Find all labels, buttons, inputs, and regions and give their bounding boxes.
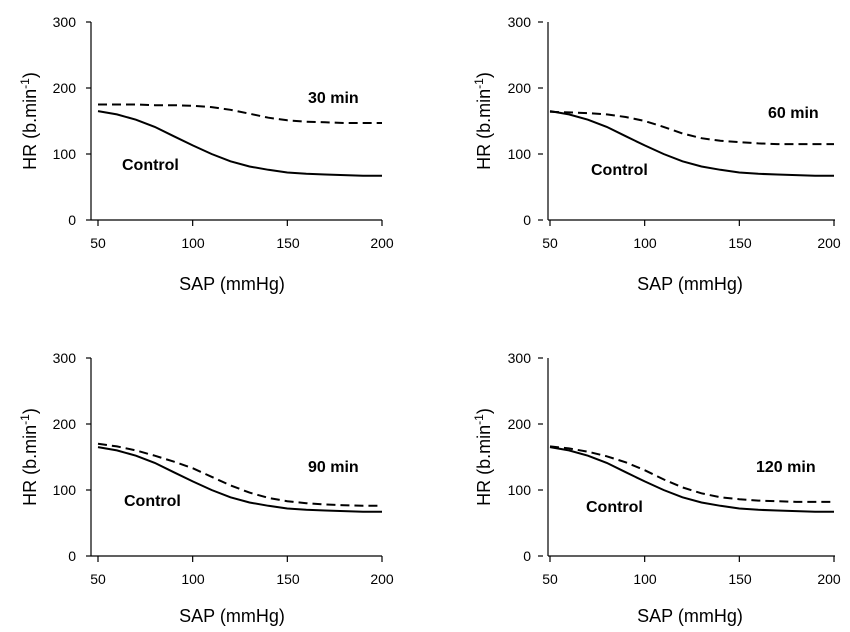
y-axis-label-base: HR (b.min xyxy=(20,89,40,170)
y-tick-label: 0 xyxy=(68,212,76,228)
y-axis-label: HR (b.min-1) xyxy=(18,72,40,170)
x-tick-label: 150 xyxy=(728,235,752,251)
y-axis-label-base: HR (b.min xyxy=(474,89,494,170)
control-label: Control xyxy=(591,162,648,179)
y-axis-label-sup: -1 xyxy=(472,414,486,425)
y-axis-label: HR (b.min-1) xyxy=(472,408,494,506)
series-line-control xyxy=(97,446,382,513)
x-tick-label: 200 xyxy=(817,571,841,587)
y-axis-label-base: HR (b.min xyxy=(474,425,494,506)
x-tick-label: 50 xyxy=(542,571,558,587)
series-line-dashed xyxy=(549,445,834,503)
panel-120-min: 0 100 200 300 50 100 150 200 SAP (mmHg) … xyxy=(472,350,841,626)
period-label: 30 min xyxy=(308,90,359,107)
series-line-dashed xyxy=(97,442,382,507)
x-tick-label: 50 xyxy=(90,571,106,587)
y-tick-label: 100 xyxy=(508,146,532,162)
y-axis-label-close: ) xyxy=(474,72,494,78)
x-axis-label: SAP (mmHg) xyxy=(637,606,743,626)
y-axis-label-sup: -1 xyxy=(472,78,486,89)
y-axis-label: HR (b.min-1) xyxy=(472,72,494,170)
x-tick-label: 50 xyxy=(90,235,106,251)
panel-90-min: 0 100 200 300 50 100 150 200 SAP (mmHg) … xyxy=(18,350,394,626)
y-tick-label: 100 xyxy=(508,482,532,498)
x-tick-label: 150 xyxy=(728,571,752,587)
panel-60-min: 0 100 200 300 50 100 150 200 SAP (mmHg) … xyxy=(472,14,841,294)
x-tick-label: 200 xyxy=(370,571,394,587)
x-tick-label: 100 xyxy=(181,235,205,251)
x-axis-label: SAP (mmHg) xyxy=(179,274,285,294)
series-line-dashed xyxy=(549,110,834,146)
x-tick-label: 100 xyxy=(181,571,205,587)
x-tick-label: 200 xyxy=(817,235,841,251)
x-axis-label: SAP (mmHg) xyxy=(179,606,285,626)
control-label: Control xyxy=(124,493,181,510)
x-tick-label: 150 xyxy=(276,235,300,251)
y-axis-label-close: ) xyxy=(20,72,40,78)
y-axis-label-base: HR (b.min xyxy=(20,425,40,506)
y-tick-label: 200 xyxy=(508,416,532,432)
y-tick-label: 200 xyxy=(53,416,77,432)
y-axis-label: HR (b.min-1) xyxy=(18,408,40,506)
period-label: 60 min xyxy=(768,105,819,122)
series-line-control xyxy=(549,446,834,513)
y-tick-label: 100 xyxy=(53,482,77,498)
y-tick-label: 300 xyxy=(53,14,77,30)
y-tick-label: 200 xyxy=(53,80,77,96)
y-axis-label-close: ) xyxy=(20,408,40,414)
y-axis-label-sup: -1 xyxy=(18,78,32,89)
y-tick-label: 0 xyxy=(68,548,76,564)
period-label: 120 min xyxy=(756,459,816,476)
x-tick-label: 100 xyxy=(633,235,657,251)
series-line-control xyxy=(97,110,382,177)
y-tick-label: 300 xyxy=(508,350,532,366)
y-tick-label: 100 xyxy=(53,146,77,162)
x-tick-label: 50 xyxy=(542,235,558,251)
y-tick-label: 300 xyxy=(53,350,77,366)
y-tick-label: 300 xyxy=(508,14,532,30)
series-line-control xyxy=(549,110,834,177)
y-axis-label-sup: -1 xyxy=(18,414,32,425)
period-label: 90 min xyxy=(308,459,359,476)
control-label: Control xyxy=(122,157,179,174)
series-line-dashed xyxy=(98,103,382,124)
y-tick-label: 0 xyxy=(523,212,531,228)
x-tick-label: 100 xyxy=(633,571,657,587)
x-tick-label: 200 xyxy=(370,235,394,251)
control-label: Control xyxy=(586,499,643,516)
y-tick-label: 200 xyxy=(508,80,532,96)
x-tick-label: 150 xyxy=(276,571,300,587)
panel-30-min: 0 100 200 300 50 100 150 200 SAP (mmHg) … xyxy=(18,14,394,294)
y-axis-label-close: ) xyxy=(474,408,494,414)
x-axis-label: SAP (mmHg) xyxy=(637,274,743,294)
y-tick-label: 0 xyxy=(523,548,531,564)
